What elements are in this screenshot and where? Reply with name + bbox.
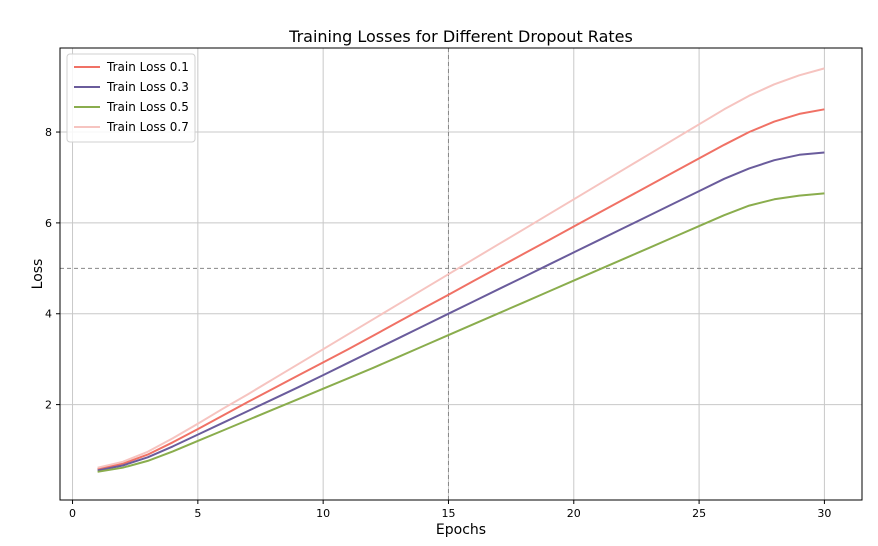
y-tick-label: 8	[45, 126, 52, 139]
x-tick-label: 30	[817, 507, 831, 520]
axis-ticks: 0 5 10 15 20 25 30 2 4 6 8	[45, 126, 831, 520]
series-line-4	[97, 67, 825, 469]
x-tick-label: 5	[194, 507, 201, 520]
y-tick-label: 4	[45, 308, 52, 321]
legend-label: Train Loss 0.3	[106, 80, 189, 94]
x-tick-label: 20	[567, 507, 581, 520]
series-group	[97, 67, 825, 473]
legend-label: Train Loss 0.5	[106, 100, 189, 114]
legend: Train Loss 0.1 Train Loss 0.3 Train Loss 0…	[66, 53, 196, 143]
series-line-1	[97, 108, 825, 471]
x-tick-label: 15	[441, 507, 455, 520]
legend-label: Train Loss 0.7	[106, 120, 189, 134]
x-tick-label: 25	[692, 507, 706, 520]
y-tick-label: 2	[45, 399, 52, 412]
x-tick-label: 0	[69, 507, 76, 520]
series-line-2	[97, 151, 825, 472]
x-tick-label: 10	[316, 507, 330, 520]
x-axis-label: Epochs	[436, 522, 486, 538]
legend-box	[66, 53, 196, 143]
chart-title: Training Losses for Different Dropout Ra…	[288, 27, 633, 46]
legend-label: Train Loss 0.1	[106, 60, 189, 74]
series-line-3	[97, 192, 825, 473]
y-tick-label: 6	[45, 217, 52, 230]
plot-frame	[59, 47, 863, 501]
y-axis-label: Loss	[30, 259, 46, 290]
